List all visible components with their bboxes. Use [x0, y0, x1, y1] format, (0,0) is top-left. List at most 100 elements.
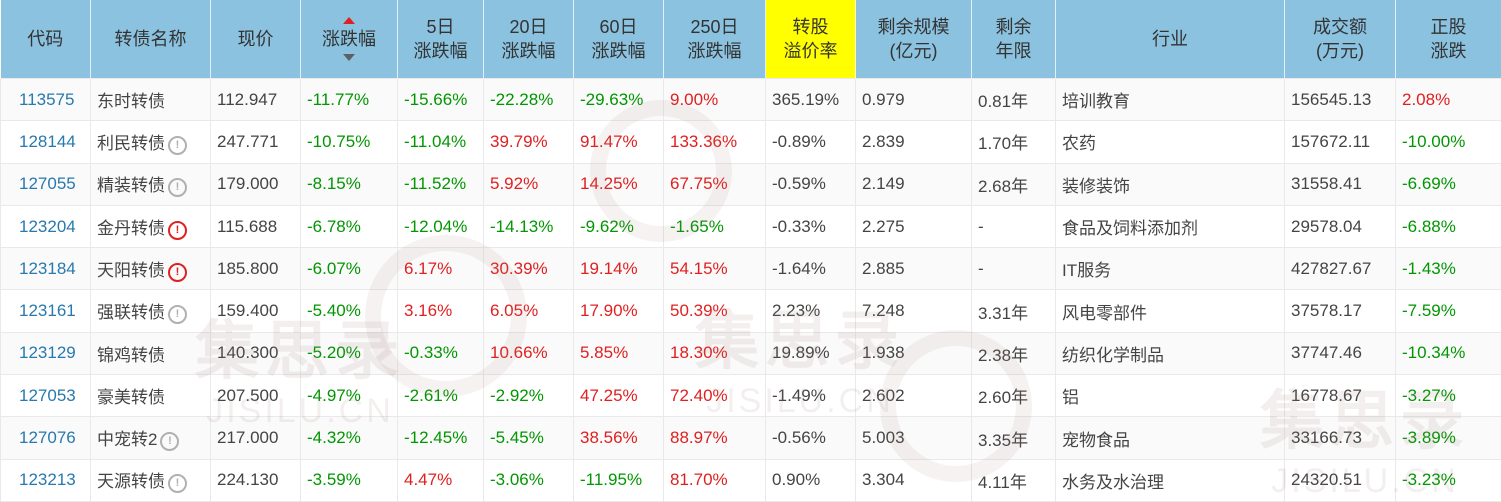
- cell-premium: -0.89%: [766, 121, 856, 163]
- cell-code[interactable]: 128144: [1, 121, 91, 163]
- cell-chg60: -11.95%: [574, 459, 664, 501]
- cell-name: 东时转债: [91, 79, 211, 121]
- warning-icon[interactable]: !: [168, 178, 187, 197]
- cell-turnover: 156545.13: [1285, 79, 1396, 121]
- cell-code[interactable]: 123161: [1, 290, 91, 332]
- column-header-chg5[interactable]: 5日涨跌幅: [398, 0, 484, 79]
- column-header-name[interactable]: 转债名称: [91, 0, 211, 79]
- column-header-label: 转股: [793, 17, 829, 37]
- cell-chg60: 19.14%: [574, 248, 664, 290]
- cell-change: -4.32%: [301, 417, 398, 459]
- bond-name: 金丹转债: [97, 219, 165, 238]
- cell-name: 精装转债!: [91, 163, 211, 205]
- column-header-price[interactable]: 现价: [211, 0, 301, 79]
- cell-name: 豪美转债: [91, 375, 211, 417]
- bond-name: 利民转债: [97, 134, 165, 153]
- cell-price: 140.300: [211, 332, 301, 374]
- cell-code[interactable]: 123204: [1, 205, 91, 247]
- column-header-chg250[interactable]: 250日涨跌幅: [664, 0, 766, 79]
- cell-chg250: 67.75%: [664, 163, 766, 205]
- cell-industry: 装修装饰: [1056, 163, 1285, 205]
- sort-control-change[interactable]: 涨跌幅: [301, 0, 397, 78]
- warning-icon[interactable]: !: [168, 305, 187, 324]
- warning-icon[interactable]: !: [168, 136, 187, 155]
- cell-chg60: 91.47%: [574, 121, 664, 163]
- bond-name: 精装转债: [97, 176, 165, 195]
- cell-industry: 纺织化学制品: [1056, 332, 1285, 374]
- cell-chg250: 88.97%: [664, 417, 766, 459]
- bond-name: 天阳转债: [97, 261, 165, 280]
- column-header-chg20[interactable]: 20日涨跌幅: [484, 0, 574, 79]
- cell-chg5: -12.04%: [398, 205, 484, 247]
- warning-icon[interactable]: !: [160, 432, 179, 451]
- cell-chg60: 38.56%: [574, 417, 664, 459]
- cell-chg20: 39.79%: [484, 121, 574, 163]
- column-header-turnover[interactable]: 成交额(万元): [1285, 0, 1396, 79]
- column-header-chg60[interactable]: 60日涨跌幅: [574, 0, 664, 79]
- cell-size: 2.839: [856, 121, 972, 163]
- column-header-code[interactable]: 代码: [1, 0, 91, 79]
- column-header-label: 20日: [509, 17, 547, 37]
- warning-icon[interactable]: !: [168, 474, 187, 493]
- cell-chg60: 47.25%: [574, 375, 664, 417]
- cell-chg5: -2.61%: [398, 375, 484, 417]
- cell-turnover: 427827.67: [1285, 248, 1396, 290]
- cell-chg20: -2.92%: [484, 375, 574, 417]
- cell-turnover: 16778.67: [1285, 375, 1396, 417]
- cell-chg250: 133.36%: [664, 121, 766, 163]
- column-header-years[interactable]: 剩余年限: [972, 0, 1056, 79]
- cell-size: 1.938: [856, 332, 972, 374]
- cell-chg60: 14.25%: [574, 163, 664, 205]
- cell-code[interactable]: 123213: [1, 459, 91, 501]
- cell-code[interactable]: 127055: [1, 163, 91, 205]
- cell-code[interactable]: 127076: [1, 417, 91, 459]
- bond-name: 豪美转债: [97, 388, 165, 407]
- cell-chg5: -12.45%: [398, 417, 484, 459]
- cell-name: 锦鸡转债: [91, 332, 211, 374]
- cell-change: -6.78%: [301, 205, 398, 247]
- cell-industry: 宠物食品: [1056, 417, 1285, 459]
- column-header-label: 5日: [426, 17, 454, 37]
- column-header-industry[interactable]: 行业: [1056, 0, 1285, 79]
- cell-name: 利民转债!: [91, 121, 211, 163]
- cell-years: 3.31年: [972, 290, 1056, 332]
- cell-chg250: 18.30%: [664, 332, 766, 374]
- column-header-label: 正股: [1431, 17, 1467, 37]
- cell-price: 179.000: [211, 163, 301, 205]
- cell-size: 3.304: [856, 459, 972, 501]
- cell-name: 天源转债!: [91, 459, 211, 501]
- cell-premium: 0.90%: [766, 459, 856, 501]
- cell-chg250: 50.39%: [664, 290, 766, 332]
- column-header-label: 60日: [599, 17, 637, 37]
- column-header-change[interactable]: 涨跌幅: [301, 0, 398, 79]
- cell-years: 2.60年: [972, 375, 1056, 417]
- cell-turnover: 31558.41: [1285, 163, 1396, 205]
- cell-code[interactable]: 127053: [1, 375, 91, 417]
- cell-change: -6.07%: [301, 248, 398, 290]
- cell-chg5: -0.33%: [398, 332, 484, 374]
- warning-icon[interactable]: !: [168, 221, 187, 240]
- column-header-size[interactable]: 剩余规模(亿元): [856, 0, 972, 79]
- sort-desc-icon[interactable]: [343, 54, 355, 61]
- warning-icon[interactable]: !: [168, 263, 187, 282]
- cell-stock: -3.89%: [1396, 417, 1501, 459]
- column-header-stock[interactable]: 正股涨跌: [1396, 0, 1501, 79]
- cell-code[interactable]: 123184: [1, 248, 91, 290]
- cell-chg20: -14.13%: [484, 205, 574, 247]
- column-header-premium[interactable]: 转股溢价率: [766, 0, 856, 79]
- cell-industry: 水务及水治理: [1056, 459, 1285, 501]
- cell-change: -11.77%: [301, 79, 398, 121]
- cell-price: 217.000: [211, 417, 301, 459]
- cell-years: 0.81年: [972, 79, 1056, 121]
- cell-code[interactable]: 123129: [1, 332, 91, 374]
- cell-chg250: 72.40%: [664, 375, 766, 417]
- cell-chg5: -15.66%: [398, 79, 484, 121]
- sort-asc-icon[interactable]: [343, 17, 355, 24]
- cell-code[interactable]: 113575: [1, 79, 91, 121]
